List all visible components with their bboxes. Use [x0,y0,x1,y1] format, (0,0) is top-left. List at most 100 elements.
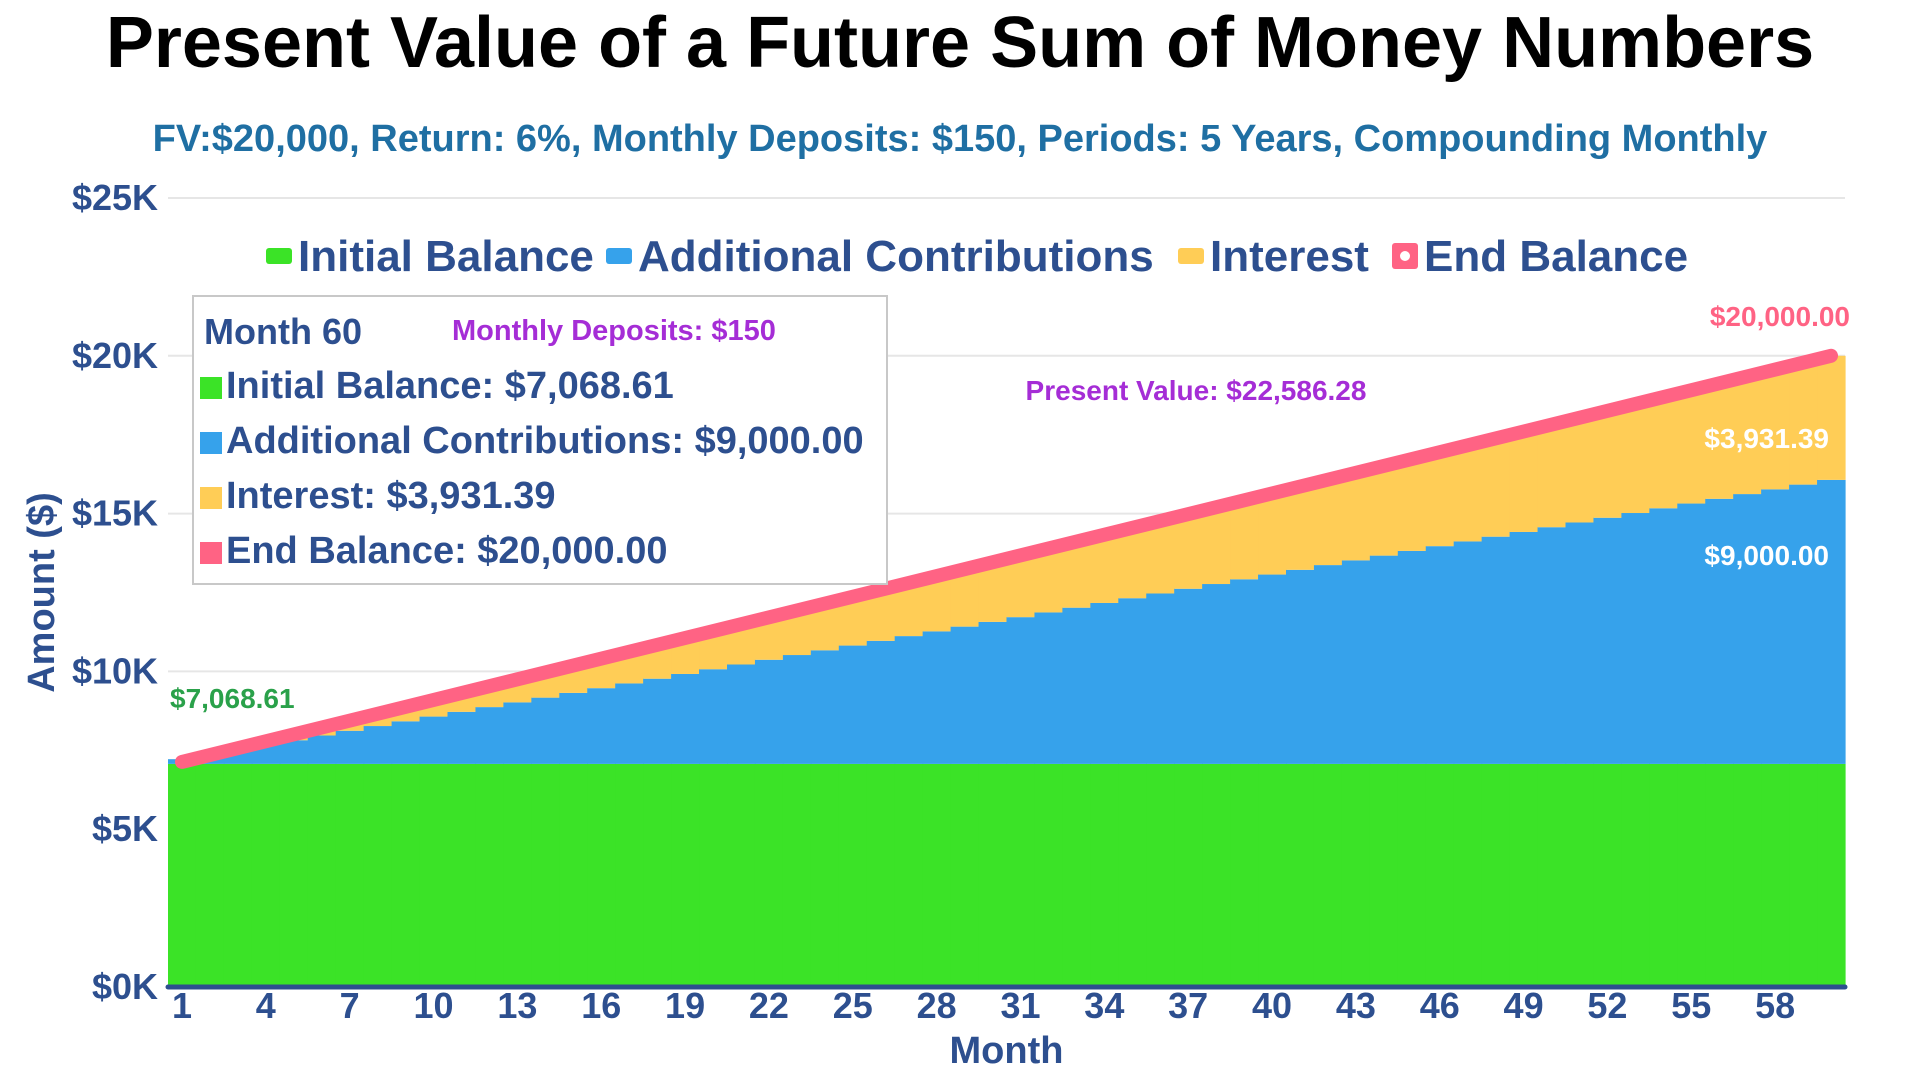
initial-balance-bar [754,763,784,987]
initial-balance-bar [1006,763,1036,987]
interest-bar [1397,459,1427,551]
contributions-bar [978,621,1008,764]
interest-bar [1258,494,1287,575]
chart-title: Present Value of a Future Sum of Money N… [105,3,1815,83]
initial-balance-bar [1705,763,1734,987]
initial-balance-bar [1286,763,1315,987]
contributions-bar [503,702,532,764]
contributions-bar [1733,494,1762,764]
initial-balance-bar [1341,763,1371,987]
contributions-bar [1006,617,1036,764]
initial-balance-bar [1509,763,1539,987]
initial-balance-bar [894,763,924,987]
interest-bar [1425,452,1455,547]
contributions-bar [559,692,588,764]
contributions-bar [1677,503,1706,764]
tooltip-row-interest: Interest: $3,931.39 [200,475,556,518]
interest-bar [1481,438,1511,537]
initial-balance-bar [335,763,365,987]
x-tick-label: 16 [581,985,621,1026]
tooltip-row-contributions: Additional Contributions: $9,000.00 [200,420,864,463]
contributions-bar [1537,527,1567,764]
initial-balance-bar [866,763,896,987]
initial-balance-bar [1397,763,1427,987]
x-tick-label: 7 [340,985,360,1026]
tooltip-row-contributions-text: Additional Contributions: $9,000.00 [226,420,864,462]
initial-balance-bar [699,763,728,987]
interest-bar [894,584,924,637]
initial-balance-bar [1118,763,1147,987]
x-tick-label: 43 [1336,985,1376,1026]
initial-balance-bar [1481,763,1511,987]
initial-balance-bar [838,763,868,987]
contributions-bar [1453,541,1483,764]
initial-balance-bar [1202,763,1231,987]
initial-balance-bar [307,763,337,987]
interest-bar [1565,418,1595,523]
contributions-bar [643,678,672,764]
interest-bar [1733,376,1762,495]
x-tick-label: 58 [1755,985,1795,1026]
contributions-bar [1789,484,1818,764]
present-value-annotation: Present Value: $22,586.28 [1026,375,1367,406]
initial-balance-bar [559,763,588,987]
annotations: Present Value: $22,586.28 $7,068.61 $20,00… [170,301,1850,714]
interest-swatch-icon [200,487,222,509]
interest-bar [978,563,1008,622]
interest-bar [1341,473,1371,561]
initial-balance-bar [727,763,756,987]
x-tick-label: 1 [172,985,192,1026]
interest-bar [1537,424,1567,528]
interest-bar [1062,542,1091,608]
initial-balance-bar [782,763,812,987]
contributions-bar [1481,536,1511,764]
contributions-bar [279,740,309,764]
end-balance-line [174,348,1839,769]
x-tick-label: 37 [1168,985,1208,1026]
contributions-bar [1425,546,1455,764]
x-tick-label: 25 [833,985,873,1026]
initial-balance-bar [1677,763,1706,987]
initial-balance-bar [531,763,560,987]
interest-bar [1034,549,1063,613]
contributions-bar [1174,588,1203,764]
interest-bar [1286,487,1315,570]
contributions-bar [1817,479,1846,764]
initial-balance-bar [1733,763,1762,987]
interest-value-annotation: $3,931.39 [1704,423,1829,454]
x-tick-label: 13 [497,985,537,1026]
interest-bar [922,577,952,632]
contributions-bar [1286,569,1315,764]
contributions-bar [1341,560,1371,764]
legend-initial-swatch-icon [266,248,292,264]
y-tick-label: $20K [72,335,158,376]
tooltip-title: Month 60 [204,311,362,352]
contributions-bar [1761,489,1790,764]
contributions-bar [1397,550,1427,764]
contributions-bar [699,669,728,764]
legend-label: End Balance [1424,232,1688,281]
initial-balance-bar [503,763,532,987]
initial-balance-bar [363,763,393,987]
tooltip-row-interest-text: Interest: $3,931.39 [226,475,556,517]
contributions-bar [587,688,616,764]
contributions-bar [1593,517,1622,764]
initial-balance-bar [251,763,281,987]
y-axis-label: Amount ($) [21,492,63,693]
initial-balance-bar [810,763,840,987]
initial-balance-bar [615,763,644,987]
initial-balance-bar [1761,763,1790,987]
contributions-bar [1090,602,1119,764]
interest-bar [1146,521,1175,594]
tooltip-row-end-balance-text: End Balance: $20,000.00 [226,530,668,572]
initial-balance-bar [1062,763,1091,987]
interest-bar [1118,528,1147,599]
contributions-bar [1509,531,1539,764]
tooltip-deposit-note: Monthly Deposits: $150 [452,315,776,347]
y-tick-label: $5K [92,808,158,849]
y-tick-label: $25K [72,177,158,218]
legend-label: Interest [1210,232,1369,281]
contributions-bar [1649,508,1678,764]
initial-balance-bar [475,763,504,987]
